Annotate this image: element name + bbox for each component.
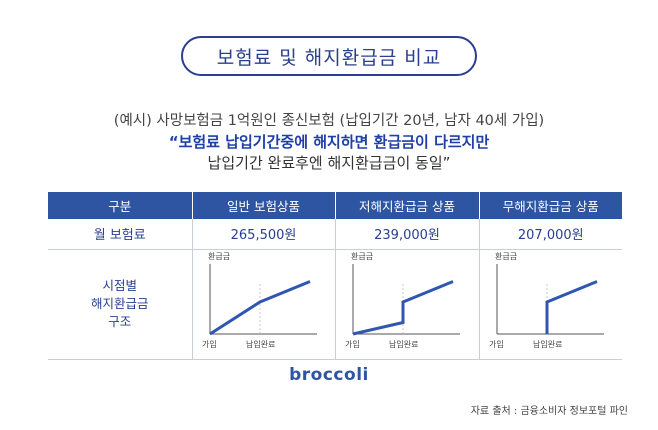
structure-row-label: 시점별 해지환급금 구조	[48, 249, 193, 360]
header-no-surrender-product: 무해지환급금 상품	[479, 192, 622, 219]
y-axis-label: 환급금	[351, 251, 373, 261]
x-tick-label: 납입완료	[389, 340, 418, 349]
intro-highlight: “보험료 납입기간중에 해지하면 환급금이 다르지만	[168, 133, 490, 151]
refund-series-line	[545, 279, 598, 334]
header-general-product: 일반 보험상품	[192, 192, 336, 219]
premium-no-surrender: 207,000원	[479, 219, 622, 250]
source-credit: 자료 출처 : 금융소비자 정보포털 파인	[470, 406, 628, 417]
intro-example: (예시) 사망보험금 1억원인 종신보험 (납입기간 20년, 남자 40세 가…	[113, 113, 545, 129]
premium-general: 265,500원	[192, 219, 336, 250]
x-tick-label: 납입완료	[533, 340, 562, 349]
structure-label-line: 해지환급금	[90, 296, 149, 311]
refund-series-line	[352, 279, 454, 335]
y-axis-label: 환급금	[208, 251, 230, 261]
structure-label-line: 구조	[108, 314, 132, 329]
page-title: 보험료 및 해지환급금 비교	[181, 36, 477, 76]
y-axis-label: 환급금	[495, 251, 517, 261]
brand-logo: broccoli	[289, 365, 369, 385]
header-category: 구분	[48, 192, 193, 219]
table-header-row: 구분 일반 보험상품 저해지환급금 상품 무해지환급금 상품	[48, 192, 622, 219]
structure-label-line: 시점별	[102, 278, 137, 293]
premium-row: 월 보험료 265,500원 239,000원 207,000원	[48, 219, 622, 250]
x-tick-label: 가입	[345, 340, 360, 349]
premium-row-label: 월 보험료	[48, 219, 193, 250]
intro-conclusion: 납입기간 완료후엔 해지환급금이 동일”	[207, 154, 451, 172]
x-tick-label: 가입	[202, 340, 217, 349]
header-low-surrender-product: 저해지환급금 상품	[335, 192, 480, 219]
x-tick-label: 납입완료	[246, 340, 275, 349]
x-tick-label: 가입	[489, 340, 504, 349]
comparison-table: 구분 일반 보험상품 저해지환급금 상품 무해지환급금 상품 월 보험료 265…	[48, 192, 622, 360]
refund-series-line	[208, 279, 311, 335]
premium-low-surrender: 239,000원	[335, 219, 480, 250]
